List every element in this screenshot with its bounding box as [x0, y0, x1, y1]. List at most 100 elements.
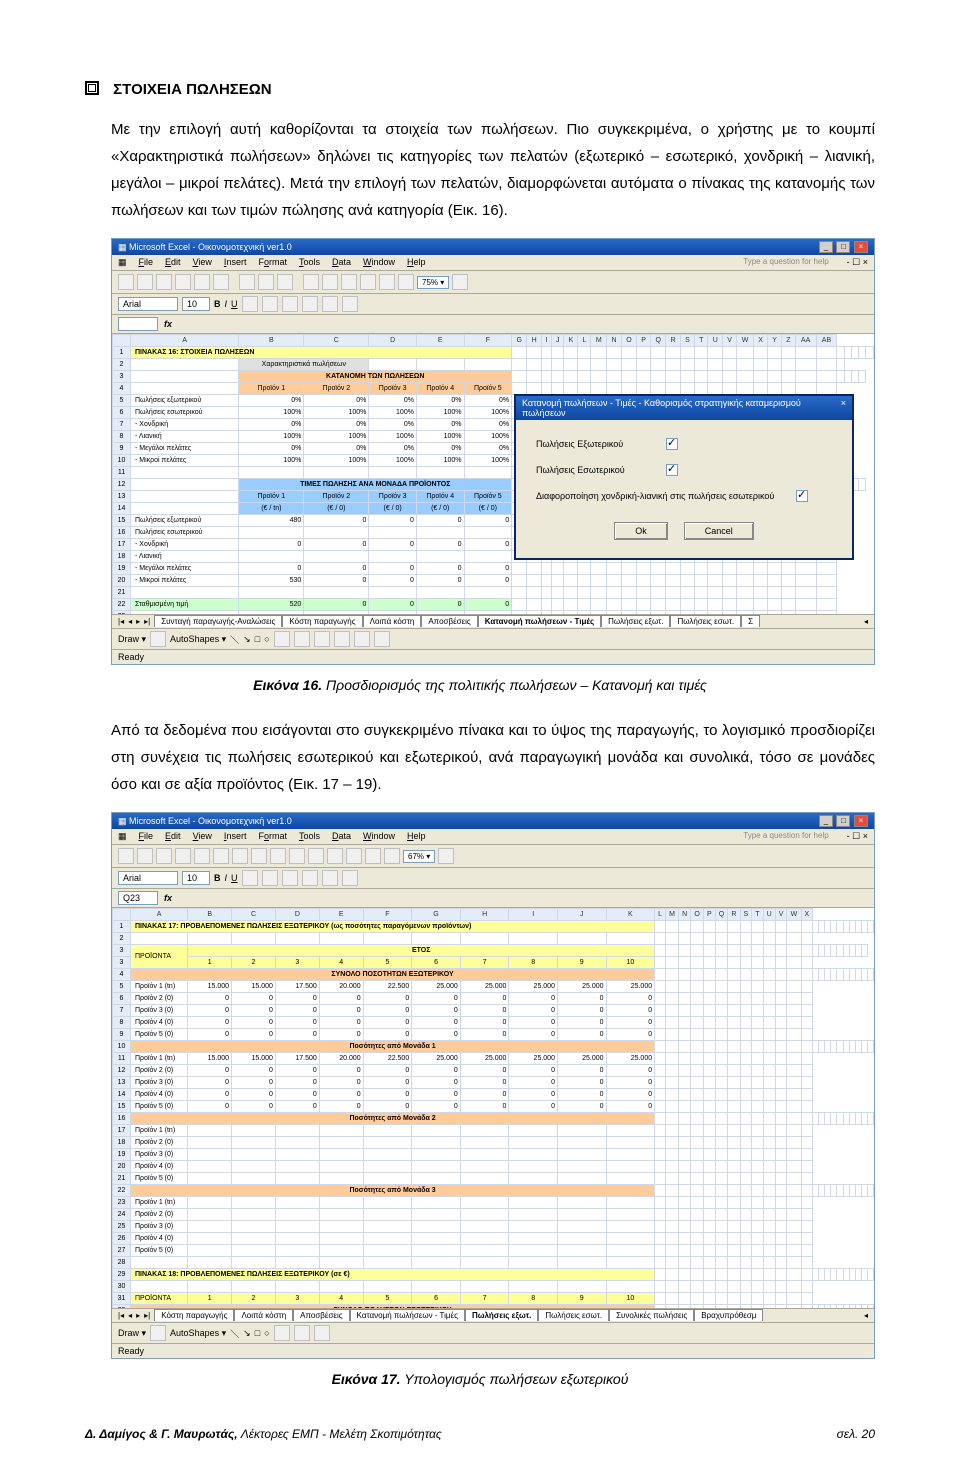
inner-close-icon[interactable]: - ☐ × — [847, 831, 868, 842]
linecolor-icon[interactable] — [354, 631, 370, 647]
copy-icon[interactable] — [258, 274, 274, 290]
tab-nav-next-icon[interactable]: ▸ — [136, 1311, 140, 1320]
menu-help[interactable]: Help — [407, 257, 426, 268]
sheet-tab[interactable]: Κατανομή πωλήσεων - Τιμές — [350, 1309, 465, 1321]
align-left-icon[interactable] — [242, 296, 258, 312]
autoshapes-menu[interactable]: AutoShapes ▾ — [170, 1328, 226, 1339]
menu-tools[interactable]: Tools — [299, 257, 320, 268]
scroll-left-icon[interactable]: ◂ — [864, 1311, 868, 1320]
fx-icon[interactable]: fx — [164, 893, 172, 903]
menu-data[interactable]: Data — [332, 831, 351, 842]
align-left-icon[interactable] — [242, 870, 258, 886]
name-box[interactable]: Q23 — [118, 891, 158, 905]
sheet-tab[interactable]: Σ — [741, 615, 760, 627]
bold-icon[interactable]: B — [214, 873, 221, 883]
oval-icon[interactable]: ○ — [264, 634, 269, 644]
select-icon[interactable] — [150, 1325, 166, 1341]
checkbox-diff[interactable] — [796, 490, 808, 502]
paste-icon[interactable] — [270, 848, 286, 864]
fx-icon[interactable]: fx — [164, 319, 172, 329]
line-icon[interactable]: ＼ — [230, 1327, 239, 1340]
sheet-tab[interactable]: Πωλήσεις εξωτ. — [465, 1309, 538, 1321]
currency-icon[interactable] — [322, 870, 338, 886]
arrow-icon[interactable]: ↘ — [243, 634, 251, 645]
draw-menu[interactable]: Draw ▾ — [118, 634, 146, 645]
maximize-icon[interactable]: □ — [836, 241, 850, 253]
sheet-tab[interactable]: Βραχυπρόθεσμ — [694, 1309, 763, 1321]
tab-nav-last-icon[interactable]: ▸| — [144, 1311, 150, 1320]
textbox-icon[interactable] — [274, 1325, 290, 1341]
merge-icon[interactable] — [302, 296, 318, 312]
menu-view[interactable]: View — [193, 831, 212, 842]
linecolor-icon[interactable] — [314, 1325, 330, 1341]
sort-az-icon[interactable] — [346, 848, 362, 864]
sheet-tab[interactable]: Αποσβέσεις — [421, 615, 477, 627]
underline-icon[interactable]: U — [231, 299, 238, 309]
save-icon[interactable] — [156, 274, 172, 290]
worksheet-area[interactable]: ABCDEFGHIJKLMNOPQRSTUVWXYZAAAB1ΠΙΝΑΚΑΣ 1… — [112, 334, 874, 614]
help-icon[interactable] — [438, 848, 454, 864]
zoom-select[interactable]: 67% ▾ — [403, 850, 435, 863]
sheet-tab[interactable]: Συνταγή παραγωγής-Αναλώσεις — [154, 615, 282, 627]
cut-icon[interactable] — [232, 848, 248, 864]
help-icon[interactable] — [452, 274, 468, 290]
menu-edit[interactable]: Edit — [165, 831, 181, 842]
menu-insert[interactable]: Insert — [224, 257, 247, 268]
align-right-icon[interactable] — [282, 296, 298, 312]
tab-nav-last-icon[interactable]: ▸| — [144, 617, 150, 626]
maximize-icon[interactable]: □ — [836, 815, 850, 827]
menu-help[interactable]: Help — [407, 831, 426, 842]
help-hint[interactable]: Type a question for help — [743, 831, 828, 842]
sort-za-icon[interactable] — [379, 274, 395, 290]
align-center-icon[interactable] — [262, 296, 278, 312]
dialog-close-icon[interactable]: × — [841, 398, 846, 418]
fontsize-select[interactable]: 10 — [182, 297, 210, 311]
bold-icon[interactable]: B — [214, 299, 221, 309]
align-center-icon[interactable] — [262, 870, 278, 886]
chart-icon[interactable] — [384, 848, 400, 864]
sheet-tab[interactable]: Λοιπά κόστη — [234, 1309, 293, 1321]
sheet-tab[interactable]: Λοιπά κόστη — [363, 615, 422, 627]
ok-button[interactable]: Ok — [614, 522, 668, 540]
font-select[interactable]: Arial — [118, 871, 178, 885]
worksheet-area[interactable]: ABCDEFGHIJKLMNOPQRSTUVWX1ΠΙΝΑΚΑΣ 17: ΠΡΟ… — [112, 908, 874, 1308]
menu-insert[interactable]: Insert — [224, 831, 247, 842]
scroll-left-icon[interactable]: ◂ — [864, 617, 868, 626]
undo-icon[interactable] — [289, 848, 305, 864]
autoshapes-menu[interactable]: AutoShapes ▾ — [170, 634, 226, 645]
new-icon[interactable] — [118, 848, 134, 864]
sheet-tab[interactable]: Κόστη παραγωγής — [282, 615, 362, 627]
clipart-icon[interactable] — [314, 631, 330, 647]
menu-format[interactable]: Format — [258, 831, 287, 842]
tab-nav-prev-icon[interactable]: ◂ — [128, 617, 132, 626]
sum-icon[interactable] — [341, 274, 357, 290]
menu-file[interactable]: File — [139, 257, 154, 268]
rect-icon[interactable]: □ — [255, 634, 260, 644]
redo-icon[interactable] — [308, 848, 324, 864]
font-select[interactable]: Arial — [118, 297, 178, 311]
tab-nav-first-icon[interactable]: |◂ — [118, 1311, 124, 1320]
menu-window[interactable]: Window — [363, 257, 395, 268]
copy-icon[interactable] — [251, 848, 267, 864]
sheet-tab[interactable]: Πωλήσεις εσωτ. — [538, 1309, 609, 1321]
fontsize-select[interactable]: 10 — [182, 871, 210, 885]
fillcolor-icon[interactable] — [334, 631, 350, 647]
spell-icon[interactable] — [213, 848, 229, 864]
sheet-tab[interactable]: Πωλήσεις εσωτ. — [670, 615, 741, 627]
sheet-tab[interactable]: Συνολικές πωλήσεις — [609, 1309, 694, 1321]
cancel-button[interactable]: Cancel — [684, 522, 754, 540]
minimize-icon[interactable]: _ — [819, 815, 833, 827]
chart-icon[interactable] — [398, 274, 414, 290]
currency-icon[interactable] — [322, 296, 338, 312]
print-icon[interactable] — [175, 274, 191, 290]
menu-tools[interactable]: Tools — [299, 831, 320, 842]
textbox-icon[interactable] — [274, 631, 290, 647]
oval-icon[interactable]: ○ — [264, 1328, 269, 1338]
fontcolor-icon[interactable] — [374, 631, 390, 647]
checkbox-ext[interactable] — [666, 438, 678, 450]
merge-icon[interactable] — [302, 870, 318, 886]
undo-icon[interactable] — [303, 274, 319, 290]
inner-close-icon[interactable]: - ☐ × — [847, 257, 868, 268]
menu-window[interactable]: Window — [363, 831, 395, 842]
sheet-tab[interactable]: Αποσβέσεις — [293, 1309, 349, 1321]
